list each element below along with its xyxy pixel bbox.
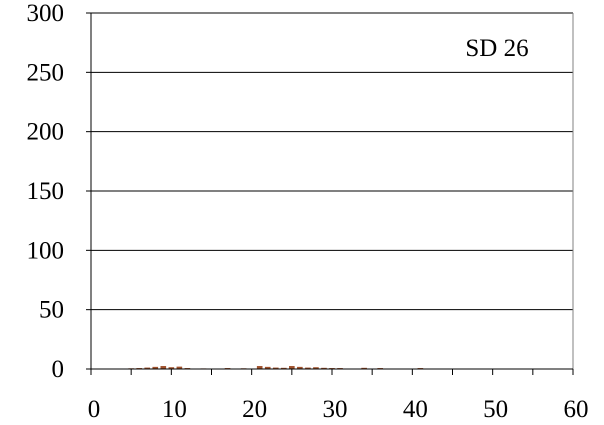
y-tick-label-300: 300 [27, 0, 65, 27]
bar-18 [313, 367, 319, 369]
gridlines [91, 12, 573, 311]
y-tick-label-50: 50 [39, 297, 64, 324]
bar-4 [160, 366, 167, 369]
bar-11 [256, 366, 263, 369]
y-tick-label-250: 250 [27, 59, 65, 86]
x-tick-label-0: 0 [88, 396, 101, 423]
bar-15 [289, 366, 295, 369]
x-tick-label-60: 60 [564, 396, 589, 423]
axes [86, 12, 574, 375]
bar-12 [264, 366, 271, 369]
bar-17 [305, 367, 311, 369]
x-tick-label-30: 30 [323, 396, 348, 423]
x-tick-label-20: 20 [242, 396, 267, 423]
bar-5 [168, 367, 175, 369]
bar-22 [361, 367, 367, 369]
x-tick-labels: 0 10 20 30 40 50 60 [88, 396, 589, 423]
y-tick-label-150: 150 [27, 178, 65, 205]
bar-13 [272, 367, 279, 369]
y-tick-labels: 0 50 100 150 200 250 300 [27, 0, 65, 383]
bar-19 [321, 367, 327, 369]
x-tick-label-50: 50 [483, 396, 508, 423]
y-tick-label-200: 200 [27, 119, 65, 146]
bar-3 [152, 366, 159, 369]
x-tick-label-40: 40 [403, 396, 428, 423]
chart-annotation: SD 26 [465, 35, 528, 62]
y-tick-label-100: 100 [27, 237, 65, 264]
bar-16 [297, 366, 303, 369]
x-tick-label-10: 10 [162, 396, 187, 423]
bar-6 [176, 366, 183, 369]
bar-2 [144, 367, 151, 369]
bar-14 [280, 367, 287, 369]
y-tick-label-0: 0 [52, 356, 65, 383]
